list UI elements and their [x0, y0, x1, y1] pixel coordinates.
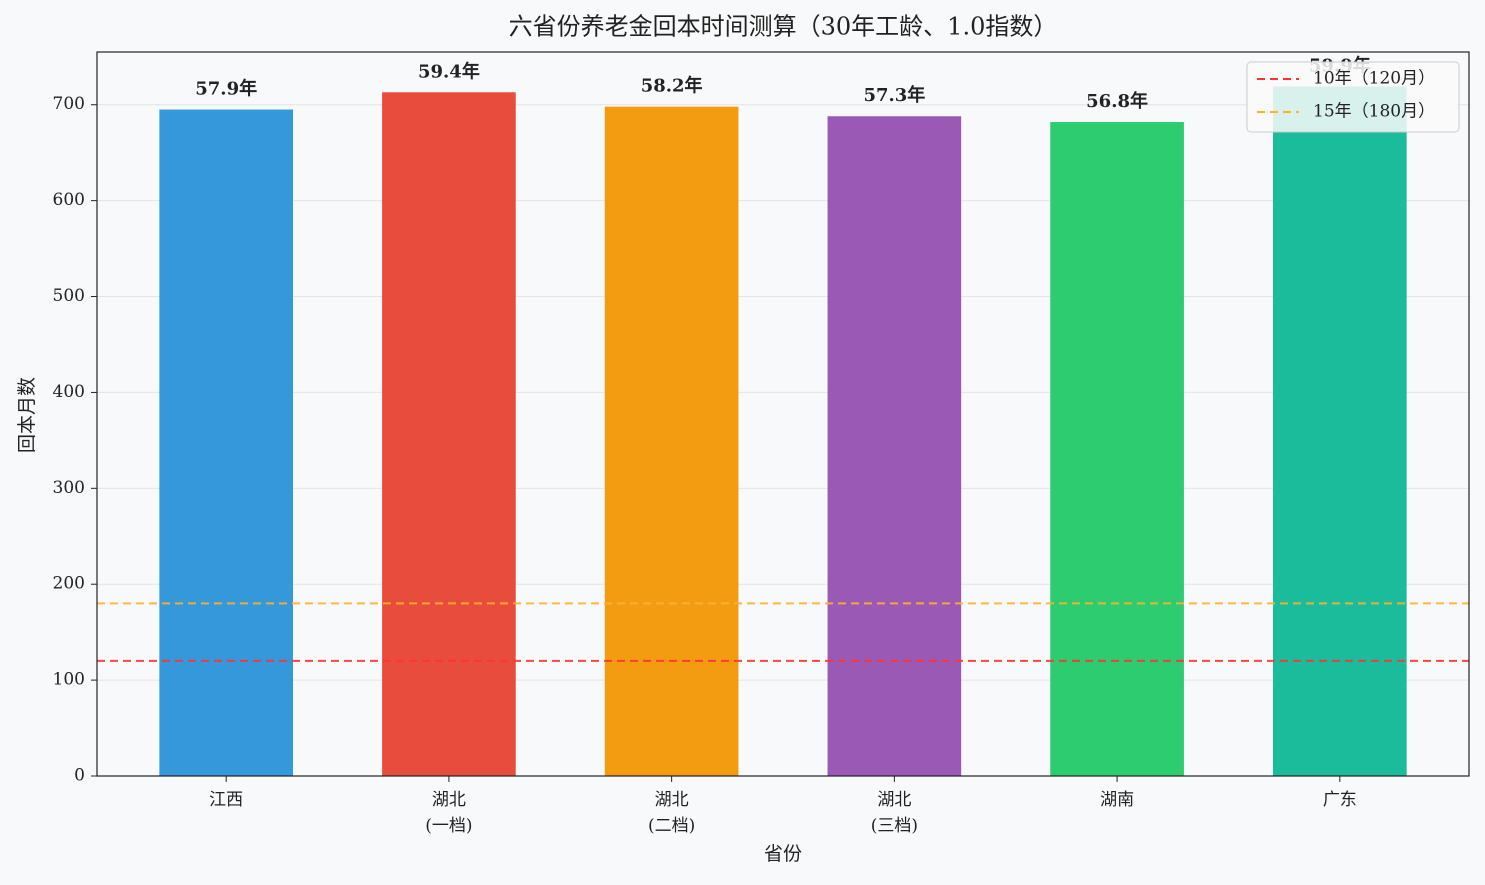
y-tick-label: 200 [53, 574, 85, 594]
y-tick-label: 600 [53, 190, 85, 210]
x-tick-label: 湖北(二档) [648, 790, 695, 836]
y-tick-label: 0 [74, 766, 85, 786]
bar [1273, 86, 1407, 776]
x-tick-label: 湖北(一档) [425, 790, 472, 836]
x-tick-label: 湖北(三档) [871, 790, 918, 836]
y-tick-label: 300 [53, 478, 85, 498]
y-tick-label: 700 [53, 94, 85, 114]
y-tick-label: 500 [53, 286, 85, 306]
x-tick-label: 湖南 [1100, 790, 1134, 810]
value-label: 57.9年 [195, 78, 257, 100]
legend-label: 15年（180月） [1313, 102, 1435, 122]
bar [1050, 122, 1184, 777]
legend-box [1246, 61, 1460, 133]
value-label: 57.3年 [863, 84, 925, 106]
y-axis-label: 回本月数 [16, 377, 38, 453]
bar [604, 106, 739, 776]
x-tick-label: 江西 [209, 790, 243, 810]
legend-label: 10年（120月） [1313, 69, 1435, 89]
bar [382, 92, 516, 776]
plot-frame [96, 51, 1470, 777]
value-label: 58.2年 [641, 75, 703, 97]
x-tick-label: 广东 [1323, 790, 1357, 810]
x-axis-label: 省份 [764, 843, 802, 865]
bar [159, 109, 293, 776]
chart-title: 六省份养老金回本时间测算（30年工龄、1.0指数） [509, 13, 1058, 41]
value-label: 59.4年 [418, 60, 480, 82]
y-tick-label: 100 [53, 670, 85, 690]
value-label: 56.8年 [1086, 90, 1148, 112]
bar [827, 116, 962, 776]
y-tick-label: 400 [53, 382, 85, 402]
